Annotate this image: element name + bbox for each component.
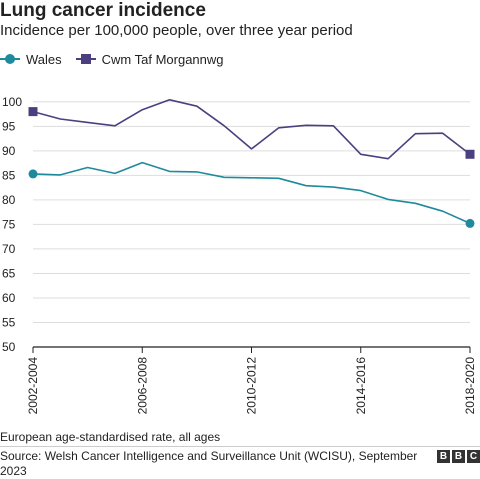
y-tick-label: 60 [2,291,16,305]
series-line-wales [32,161,471,225]
square-marker-icon [75,53,96,65]
divider [0,446,480,447]
data-point-cwm-taf [28,107,38,117]
x-tick-label: 2006-2008 [135,357,149,415]
line-chart: 50 55 60 65 70 75 80 85 90 95 100 2002-2004 2006-200… [2,95,477,415]
legend-item-wales: Wales [0,52,62,67]
data-point-wales [465,218,475,228]
y-tick-label: 90 [2,144,16,158]
legend-item-cwm-taf: Cwm Taf Morgannwg [75,51,224,67]
bbc-logo-letter: C [467,450,480,463]
y-tick-label: 100 [2,95,22,109]
y-tick-label: 75 [2,217,16,231]
legend-label-wales: Wales [26,51,62,67]
x-tick-label: 2014-2016 [354,357,368,415]
series-line-cwm-taf [32,99,471,160]
chart-subtitle: Incidence per 100,000 people, over three… [0,22,353,39]
x-tick-label: 2018-2020 [463,357,477,415]
footnote: European age-standardised rate, all ages [0,430,221,444]
legend: Wales Cwm Taf Morgannwg [0,48,238,70]
data-point-wales [28,169,38,179]
y-tick-label: 50 [2,340,16,354]
x-tick-label: 2010-2012 [245,357,259,415]
y-tick-label: 70 [2,242,16,256]
y-tick-label: 65 [2,266,16,280]
y-tick-label: 55 [2,315,16,329]
y-tick-label: 95 [2,119,16,133]
chart-title: Lung cancer incidence [0,0,206,21]
bbc-logo-letter: B [452,450,465,463]
y-tick-label: 80 [2,193,16,207]
bbc-logo-letter: B [437,450,450,463]
circle-marker-icon [0,53,20,65]
legend-label-cwm-taf: Cwm Taf Morgannwg [101,51,224,67]
bbc-logo: B B C [435,450,480,463]
x-tick-label: 2002-2004 [26,357,40,415]
y-tick-label: 85 [2,168,16,182]
data-point-cwm-taf [465,149,475,159]
source-text: Source: Welsh Cancer Intelligence and Su… [0,449,418,478]
